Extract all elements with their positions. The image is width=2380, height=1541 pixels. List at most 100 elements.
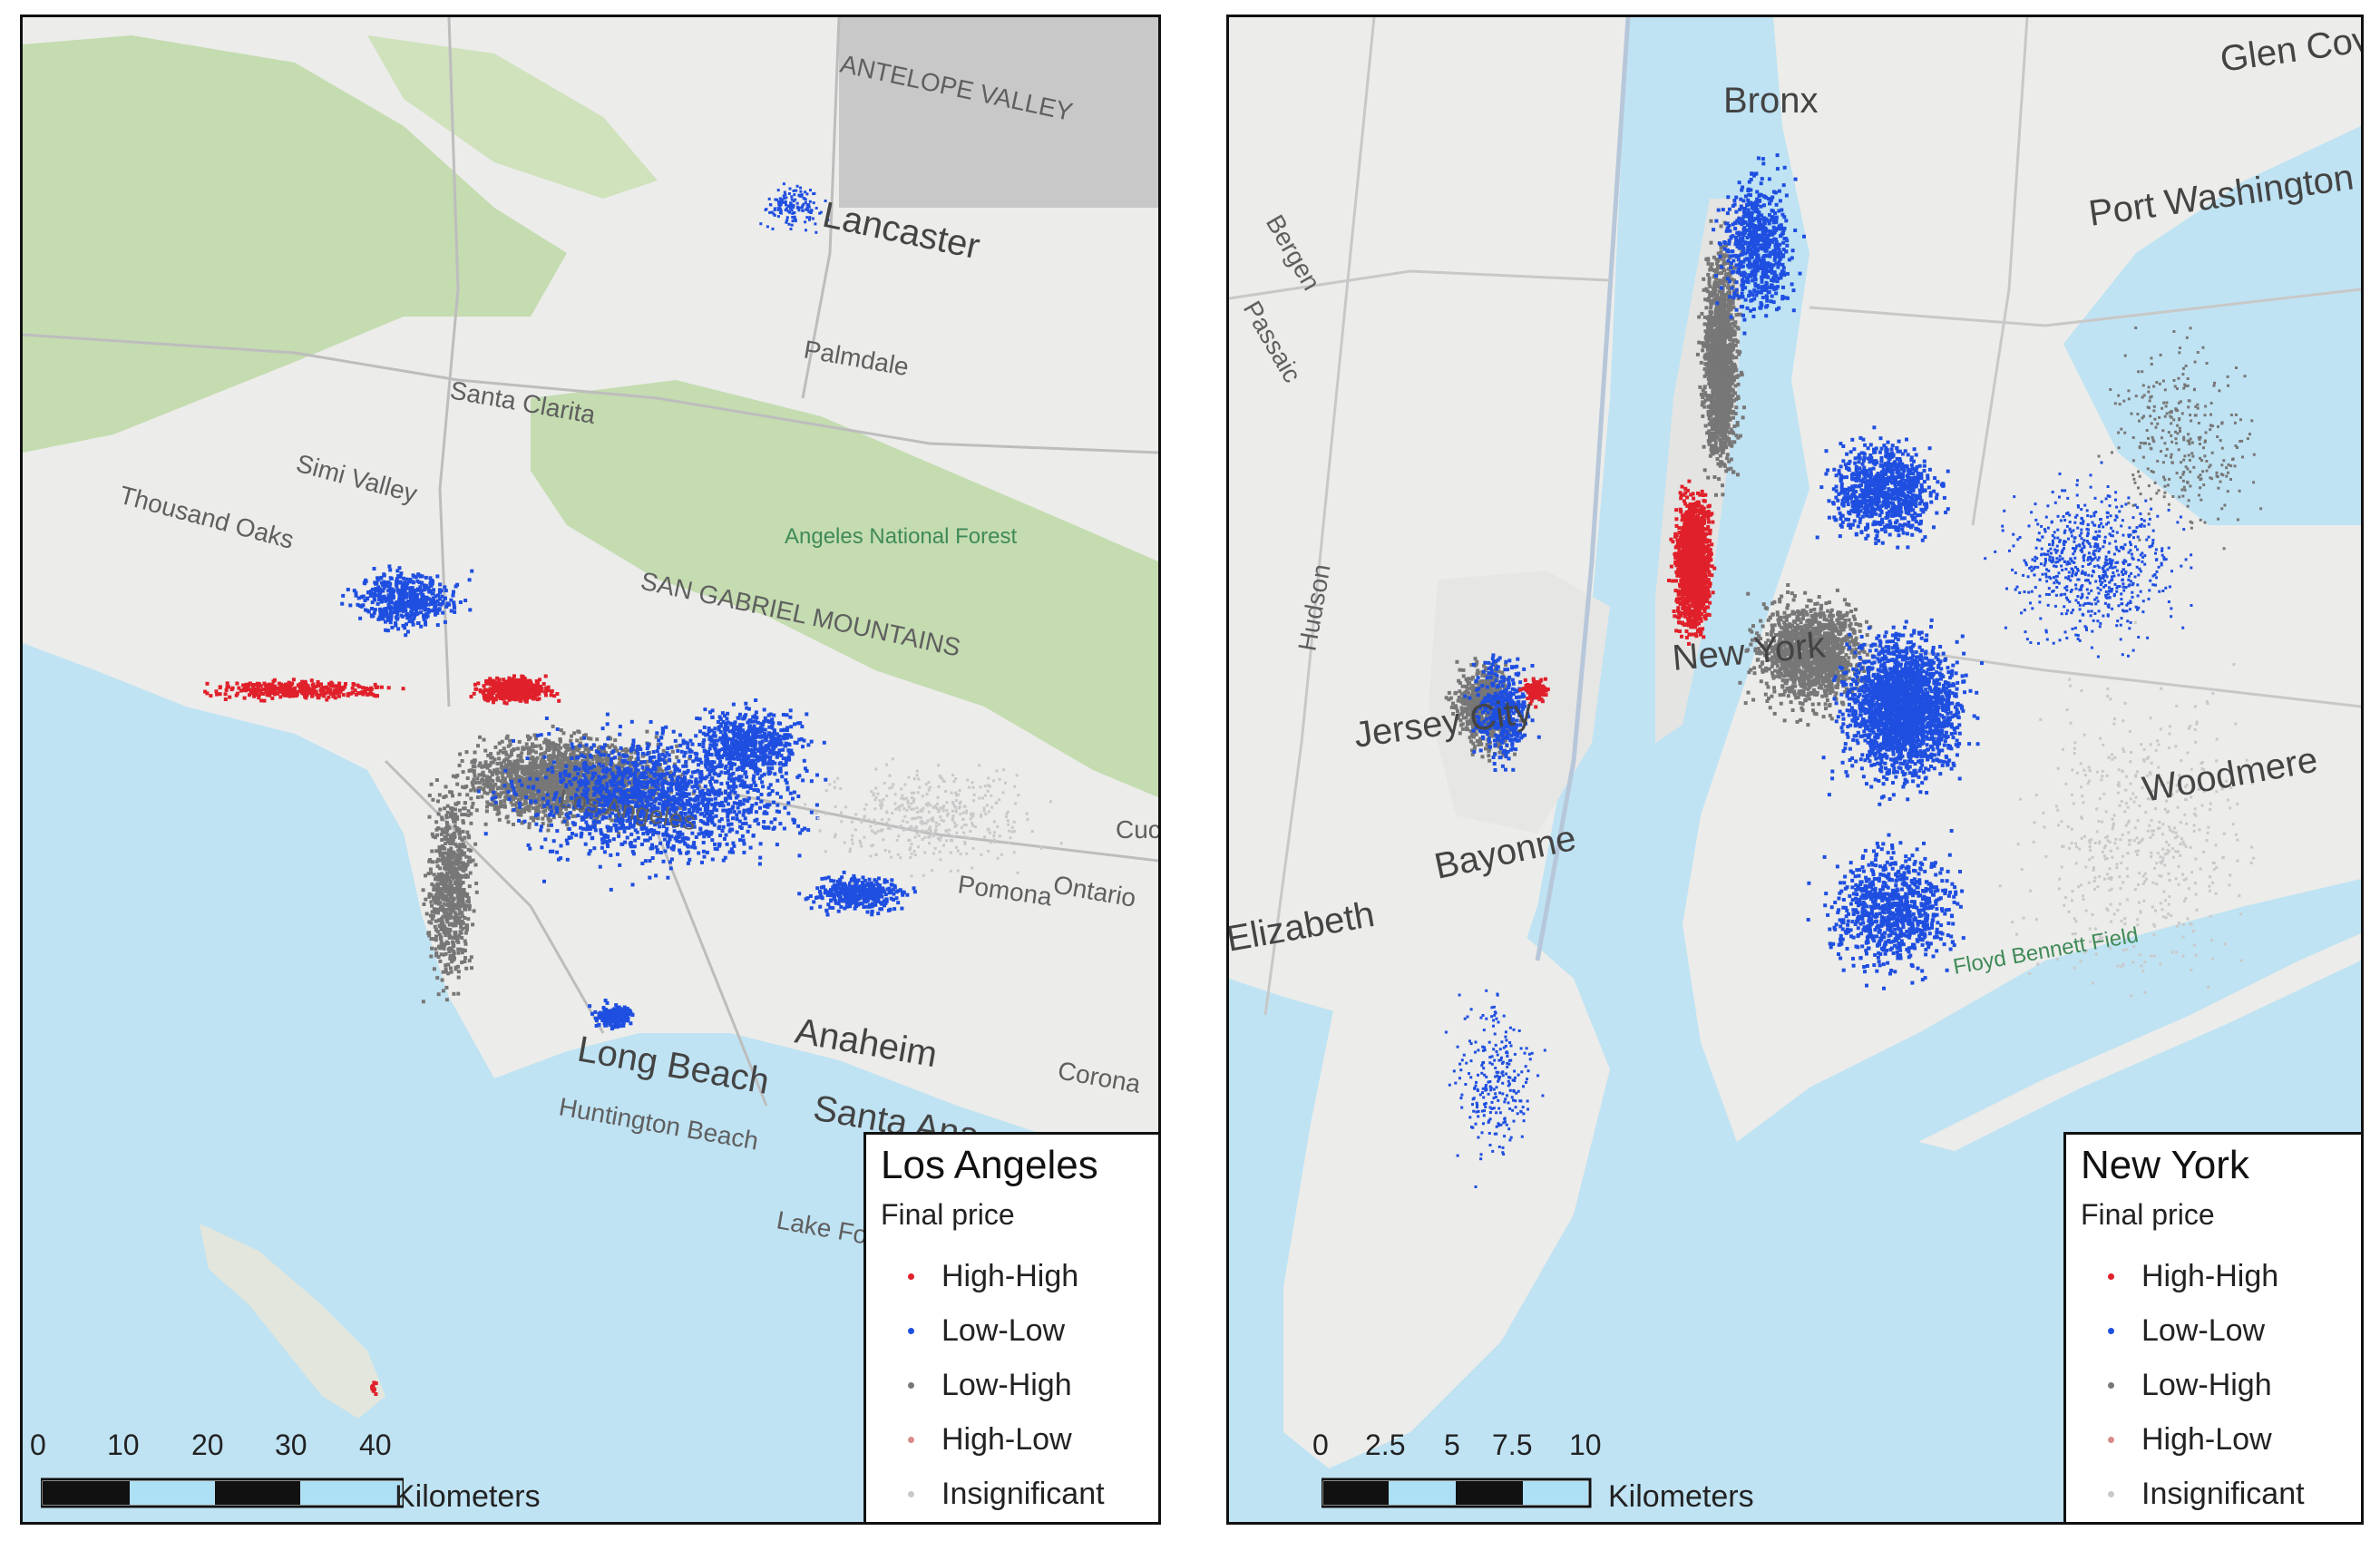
data-point (637, 798, 641, 803)
data-point (444, 998, 449, 1002)
data-point (690, 815, 695, 820)
data-point (454, 872, 458, 876)
map-panel-los-angeles[interactable]: Lancaster Palmdale Santa Clarita Simi Va… (20, 15, 1161, 1525)
data-point (517, 818, 522, 823)
data-point (437, 900, 442, 904)
data-point (582, 766, 587, 771)
data-point (600, 812, 604, 816)
data-point (582, 804, 587, 808)
data-point (431, 860, 434, 864)
data-point (665, 771, 669, 775)
data-point (463, 801, 467, 805)
data-point (457, 845, 462, 850)
data-point (531, 745, 535, 749)
data-point (540, 845, 544, 850)
data-point (536, 816, 541, 821)
data-point (568, 791, 572, 795)
map-los-angeles[interactable]: Lancaster Palmdale Santa Clarita Simi Va… (23, 17, 1158, 1522)
data-point (492, 784, 496, 788)
data-point (620, 818, 625, 823)
data-point (616, 813, 620, 817)
data-point (547, 757, 551, 762)
data-point (453, 933, 457, 938)
data-point (574, 782, 579, 786)
data-point (750, 744, 755, 747)
data-point (600, 841, 605, 845)
data-point (624, 784, 629, 788)
data-point (461, 819, 465, 824)
data-point (604, 770, 609, 775)
data-point (558, 772, 562, 776)
data-point (700, 801, 705, 805)
data-point (682, 754, 687, 758)
data-point (738, 824, 742, 829)
data-point (506, 774, 511, 778)
data-point (778, 822, 783, 826)
data-point (448, 953, 453, 958)
data-point (500, 771, 504, 775)
data-point (493, 803, 497, 807)
data-point (449, 863, 454, 867)
data-point (555, 850, 560, 854)
data-point (614, 813, 619, 817)
data-point (451, 902, 455, 906)
data-point (710, 821, 715, 825)
data-point (461, 770, 465, 775)
data-point (464, 750, 469, 755)
data-point (668, 860, 672, 864)
data-point (451, 774, 455, 778)
data-point (436, 992, 441, 997)
data-point (735, 813, 739, 817)
data-point (436, 873, 441, 877)
data-point (634, 801, 639, 805)
data-point (449, 806, 453, 810)
data-point (461, 853, 465, 857)
data-point (604, 840, 609, 844)
data-point (697, 771, 702, 775)
data-point (769, 820, 774, 824)
data-point (476, 789, 481, 794)
data-point (589, 815, 593, 820)
data-point (611, 790, 616, 795)
data-point (609, 826, 613, 830)
data-point (422, 902, 426, 906)
data-point (473, 760, 477, 765)
data-point (640, 862, 645, 865)
data-point (464, 925, 468, 930)
data-point (501, 776, 505, 781)
data-point (701, 792, 705, 796)
data-point (465, 830, 470, 834)
data-point (482, 782, 486, 786)
data-point (763, 727, 767, 732)
data-point (498, 749, 502, 754)
data-point (598, 756, 602, 761)
data-point (672, 809, 677, 813)
data-point (627, 804, 631, 808)
data-point (752, 754, 756, 758)
data-point (462, 891, 466, 895)
data-point (640, 751, 645, 756)
data-point (610, 811, 615, 815)
data-point (492, 790, 496, 795)
data-point (707, 768, 712, 773)
data-point (441, 989, 445, 993)
data-point (528, 762, 532, 766)
data-point (599, 784, 603, 788)
data-point (611, 774, 616, 778)
data-point (512, 807, 516, 812)
data-point (427, 933, 432, 938)
data-point (430, 903, 434, 908)
data-point (531, 756, 535, 760)
data-point (584, 764, 589, 768)
data-point (722, 744, 727, 748)
data-point (448, 928, 452, 931)
data-point (700, 788, 705, 793)
data-point (580, 753, 584, 757)
data-point (460, 951, 464, 955)
data-point (546, 767, 551, 772)
data-point (535, 777, 540, 782)
data-point (590, 805, 594, 810)
data-point (560, 794, 564, 798)
data-point (586, 804, 590, 808)
data-point (652, 804, 657, 808)
